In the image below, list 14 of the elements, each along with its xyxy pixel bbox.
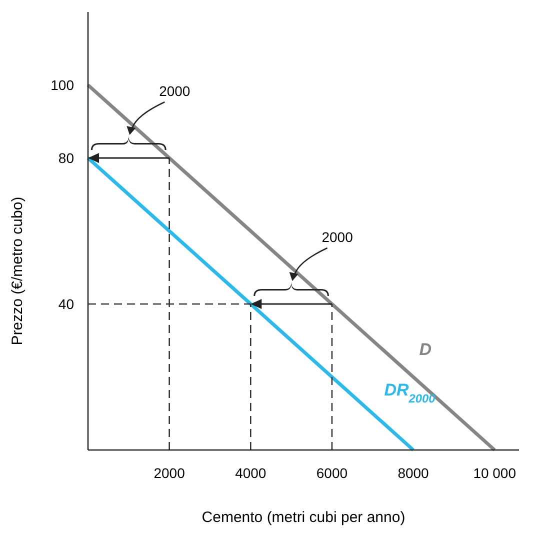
y-axis-title: Prezzo (€/metro cubo) — [9, 196, 26, 346]
series-label: D — [419, 340, 432, 359]
y-tick-label: 40 — [58, 296, 74, 312]
annotation: 2000 — [159, 83, 190, 99]
series-label: DR$_{2000}$ — [384, 380, 436, 406]
x-tick-label: 6000 — [316, 465, 348, 481]
x-axis-title: Cemento (metri cubi per anno) — [202, 509, 406, 526]
x-tick-label: 4000 — [235, 465, 266, 481]
x-tick-label: 10 000 — [473, 465, 516, 481]
y-tick-label: 80 — [58, 150, 74, 166]
x-tick-label: 2000 — [154, 465, 186, 481]
y-tick-label: 100 — [50, 77, 74, 93]
x-tick-label: 8000 — [398, 465, 430, 481]
annotation: 2000 — [322, 229, 354, 245]
